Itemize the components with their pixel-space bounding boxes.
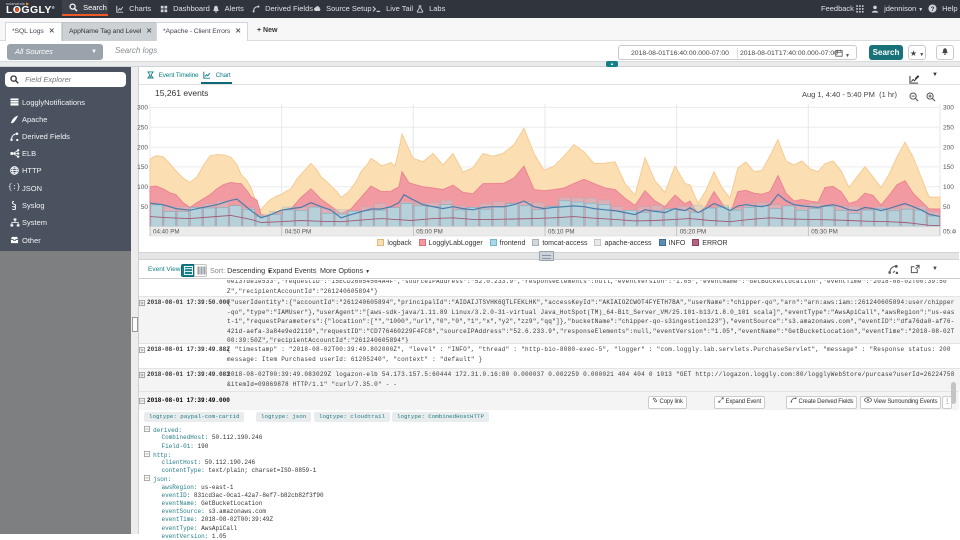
svg-text:05:40 PM: 05:40 PM [943,229,956,236]
svg-text:05:00 PM: 05:00 PM [416,229,442,236]
svg-text:?: ? [931,6,935,13]
svg-text:05:20 PM: 05:20 PM [680,229,706,236]
svg-text:250: 250 [943,124,954,131]
svg-text:100: 100 [137,184,148,191]
svg-text:300: 300 [137,105,148,112]
svg-text:50: 50 [943,204,951,211]
svg-text:05:30 PM: 05:30 PM [811,229,837,236]
svg-text:04:50 PM: 04:50 PM [285,229,311,236]
svg-text:300: 300 [943,105,954,112]
svg-text:05:10 PM: 05:10 PM [548,229,574,236]
svg-text:200: 200 [943,144,954,151]
svg-text:04:40 PM: 04:40 PM [153,229,179,236]
svg-text:150: 150 [137,164,148,171]
svg-text:100: 100 [943,184,954,191]
svg-text:50: 50 [141,204,149,211]
svg-text:200: 200 [137,144,148,151]
svg-text:150: 150 [943,164,954,171]
svg-text:250: 250 [137,124,148,131]
